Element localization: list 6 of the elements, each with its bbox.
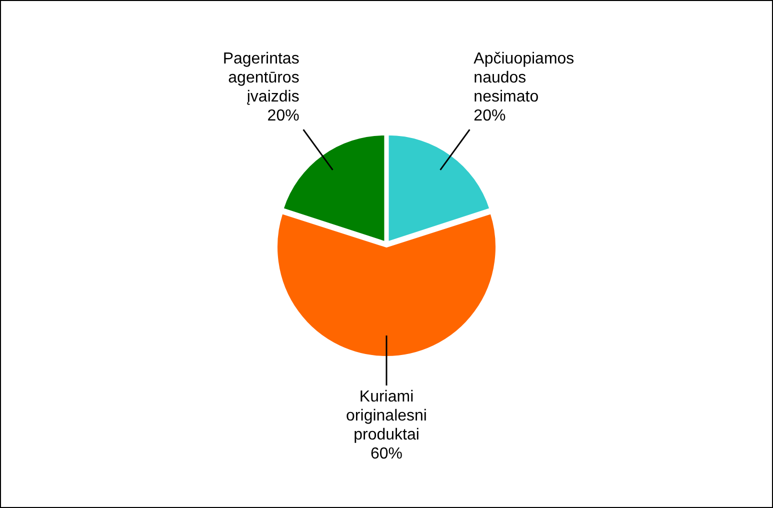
data-label: 20% <box>267 108 300 125</box>
slice-label: Apčiuopiamos naudos nesimato <box>474 50 574 106</box>
data-label: 60% <box>370 446 403 462</box>
slice-label: Pagerintas agentūros įvaizdis <box>222 50 300 106</box>
slice-label: Kuriami originalesni produktai <box>346 388 427 444</box>
data-label: 20% <box>474 108 506 125</box>
